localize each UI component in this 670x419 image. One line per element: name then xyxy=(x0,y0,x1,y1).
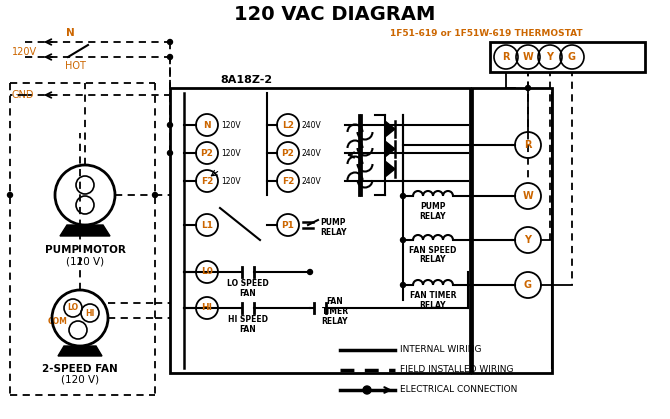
Text: HI: HI xyxy=(85,308,94,318)
Text: (120 V): (120 V) xyxy=(61,375,99,385)
Text: P2: P2 xyxy=(200,148,214,158)
Circle shape xyxy=(168,39,172,44)
Text: PUMP: PUMP xyxy=(420,202,446,210)
Text: 120 VAC DIAGRAM: 120 VAC DIAGRAM xyxy=(234,5,436,23)
Text: RELAY: RELAY xyxy=(320,228,346,236)
Text: W: W xyxy=(523,52,533,62)
Text: L2: L2 xyxy=(282,121,294,129)
Circle shape xyxy=(168,122,172,127)
Text: G: G xyxy=(568,52,576,62)
Text: 120V: 120V xyxy=(12,47,37,57)
Text: HI SPEED: HI SPEED xyxy=(228,316,268,324)
Text: 8A18Z-2: 8A18Z-2 xyxy=(220,75,272,85)
Text: RELAY: RELAY xyxy=(322,318,348,326)
Text: F2: F2 xyxy=(282,176,294,186)
Text: 240V: 240V xyxy=(302,176,322,186)
Text: P1: P1 xyxy=(281,220,294,230)
Text: N: N xyxy=(66,28,74,38)
Text: PUMP MOTOR: PUMP MOTOR xyxy=(45,245,125,255)
Text: L1: L1 xyxy=(201,220,213,230)
Bar xyxy=(490,42,645,72)
Circle shape xyxy=(308,269,312,274)
Text: Y: Y xyxy=(547,52,553,62)
Circle shape xyxy=(401,194,405,199)
Text: LO: LO xyxy=(68,303,78,313)
Text: LO SPEED: LO SPEED xyxy=(227,279,269,289)
Text: 120V: 120V xyxy=(221,121,241,129)
Circle shape xyxy=(401,238,405,243)
Text: FAN: FAN xyxy=(240,290,257,298)
Text: N: N xyxy=(203,121,211,129)
Text: 1F51-619 or 1F51W-619 THERMOSTAT: 1F51-619 or 1F51W-619 THERMOSTAT xyxy=(391,28,583,37)
Text: FIELD INSTALLED WIRING: FIELD INSTALLED WIRING xyxy=(400,365,513,375)
Circle shape xyxy=(363,386,371,394)
Text: Y: Y xyxy=(525,235,531,245)
Text: TIMER: TIMER xyxy=(322,308,348,316)
Circle shape xyxy=(7,192,13,197)
Circle shape xyxy=(401,282,405,287)
Polygon shape xyxy=(385,161,395,177)
Text: FAN: FAN xyxy=(327,297,343,307)
Text: W: W xyxy=(523,191,533,201)
Text: PUMP: PUMP xyxy=(320,217,346,227)
Text: 240V: 240V xyxy=(302,148,322,158)
Text: RELAY: RELAY xyxy=(419,212,446,220)
Circle shape xyxy=(168,54,172,59)
Text: FAN TIMER: FAN TIMER xyxy=(410,290,456,300)
Circle shape xyxy=(168,150,172,155)
Text: (120 V): (120 V) xyxy=(66,256,104,266)
Text: GND: GND xyxy=(12,90,34,100)
Text: FAN SPEED: FAN SPEED xyxy=(409,246,457,254)
Text: F2: F2 xyxy=(201,176,213,186)
Circle shape xyxy=(525,85,531,91)
Polygon shape xyxy=(58,346,102,356)
Bar xyxy=(472,88,552,373)
Text: R: R xyxy=(524,140,532,150)
Polygon shape xyxy=(385,121,395,137)
Text: 120V: 120V xyxy=(221,176,241,186)
Text: RELAY: RELAY xyxy=(419,256,446,264)
Text: R: R xyxy=(502,52,510,62)
Circle shape xyxy=(153,192,157,197)
Polygon shape xyxy=(60,225,110,236)
Polygon shape xyxy=(385,141,395,157)
Text: G: G xyxy=(524,280,532,290)
Text: FAN: FAN xyxy=(240,326,257,334)
Text: INTERNAL WIRING: INTERNAL WIRING xyxy=(400,346,482,354)
Text: 120V: 120V xyxy=(221,148,241,158)
Text: RELAY: RELAY xyxy=(419,300,446,310)
Text: P2: P2 xyxy=(281,148,294,158)
Text: HOT: HOT xyxy=(64,61,86,71)
Bar xyxy=(170,88,470,373)
Text: ELECTRICAL CONNECTION: ELECTRICAL CONNECTION xyxy=(400,385,517,395)
Text: 240V: 240V xyxy=(302,121,322,129)
Text: L0: L0 xyxy=(201,267,213,277)
Text: COM: COM xyxy=(48,316,68,326)
Text: HI: HI xyxy=(202,303,212,313)
Text: 2-SPEED FAN: 2-SPEED FAN xyxy=(42,364,118,374)
